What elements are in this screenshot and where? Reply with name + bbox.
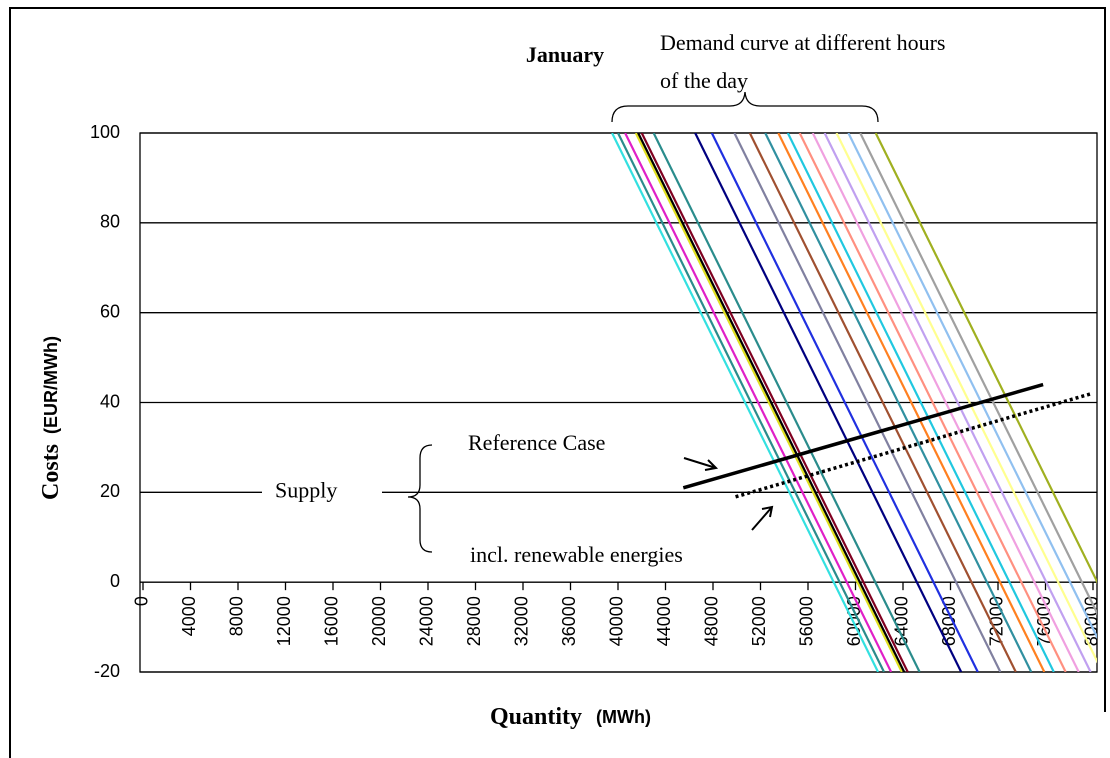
series-label: Reference Case (468, 430, 605, 455)
x-tick-label: 16000 (322, 596, 342, 646)
x-tick-label: 36000 (559, 596, 579, 646)
frame (9, 7, 1106, 758)
x-tick-label: 4000 (179, 596, 199, 636)
demand-line (637, 133, 906, 672)
x-tick-label: 80000 (1082, 596, 1102, 646)
x-tick-label: 68000 (939, 596, 959, 646)
y-tick-label: 40 (100, 391, 120, 411)
demand-line (733, 133, 1002, 672)
x-tick-label: 12000 (274, 596, 294, 646)
demand-line (611, 133, 880, 672)
y-label: Costs (38, 444, 64, 500)
arrow (683, 457, 719, 471)
demand-line (859, 133, 1097, 616)
y-tick-label: 20 (100, 481, 120, 501)
supply-line (735, 391, 1093, 499)
y-tick-label: 80 (100, 212, 120, 232)
demand-line (786, 133, 1055, 672)
x-tick-label: 8000 (227, 596, 247, 636)
x-tick-label: 24000 (417, 596, 437, 646)
y-tick-label: 0 (110, 571, 120, 591)
plot-lines (611, 133, 1097, 672)
y-axis-label: Costs (EUR/MWh) (38, 336, 64, 500)
y-tick-label: 60 (100, 301, 120, 321)
x-tick-label: 56000 (797, 596, 817, 646)
demand-line (811, 133, 1080, 672)
demand-line (710, 133, 979, 672)
x-tick-label: 72000 (987, 596, 1007, 646)
x-tick-label: 64000 (892, 596, 912, 646)
x-tick-label: 28000 (464, 596, 484, 646)
x-tick-label: 32000 (512, 596, 532, 646)
x-label: Quantity (490, 704, 582, 730)
y-tick-label: 100 (90, 122, 120, 142)
x-tick-label: 52000 (749, 596, 769, 646)
x-tick-label: 44000 (654, 596, 674, 646)
demand-line (634, 133, 903, 672)
x-unit: (MWh) (596, 707, 651, 727)
demand-line (777, 133, 1046, 672)
y-unit: (EUR/MWh) (41, 336, 61, 434)
brace (407, 444, 433, 553)
arrow (751, 505, 774, 531)
demand-line (835, 133, 1097, 664)
supply-label: Supply (275, 477, 337, 502)
demand-line (764, 133, 1033, 672)
demand-line (874, 133, 1097, 584)
annotation: Demand curve at different hours (660, 30, 945, 55)
label-bg (262, 478, 382, 507)
annotation: of the day (660, 68, 748, 93)
series-label: incl. renewable energies (470, 542, 683, 567)
demand-line (640, 133, 909, 672)
x-tick-label: 0 (132, 596, 152, 606)
demand-line (652, 133, 921, 672)
demand-line (823, 133, 1092, 672)
demand-line (798, 133, 1067, 672)
demand-line (748, 133, 1017, 672)
x-tick-label: 48000 (702, 596, 722, 646)
demand-line (624, 133, 893, 672)
chart-title: January (526, 42, 604, 67)
supply-line (682, 382, 1044, 490)
brace (611, 91, 879, 123)
demand-line (617, 133, 885, 672)
x-axis-label: Quantity (MWh) (490, 704, 651, 730)
demand-line (694, 133, 963, 672)
x-tick-label: 20000 (369, 596, 389, 646)
x-tick-label: 76000 (1034, 596, 1054, 646)
y-tick-label: -20 (94, 661, 120, 681)
x-tick-label: 40000 (607, 596, 627, 646)
